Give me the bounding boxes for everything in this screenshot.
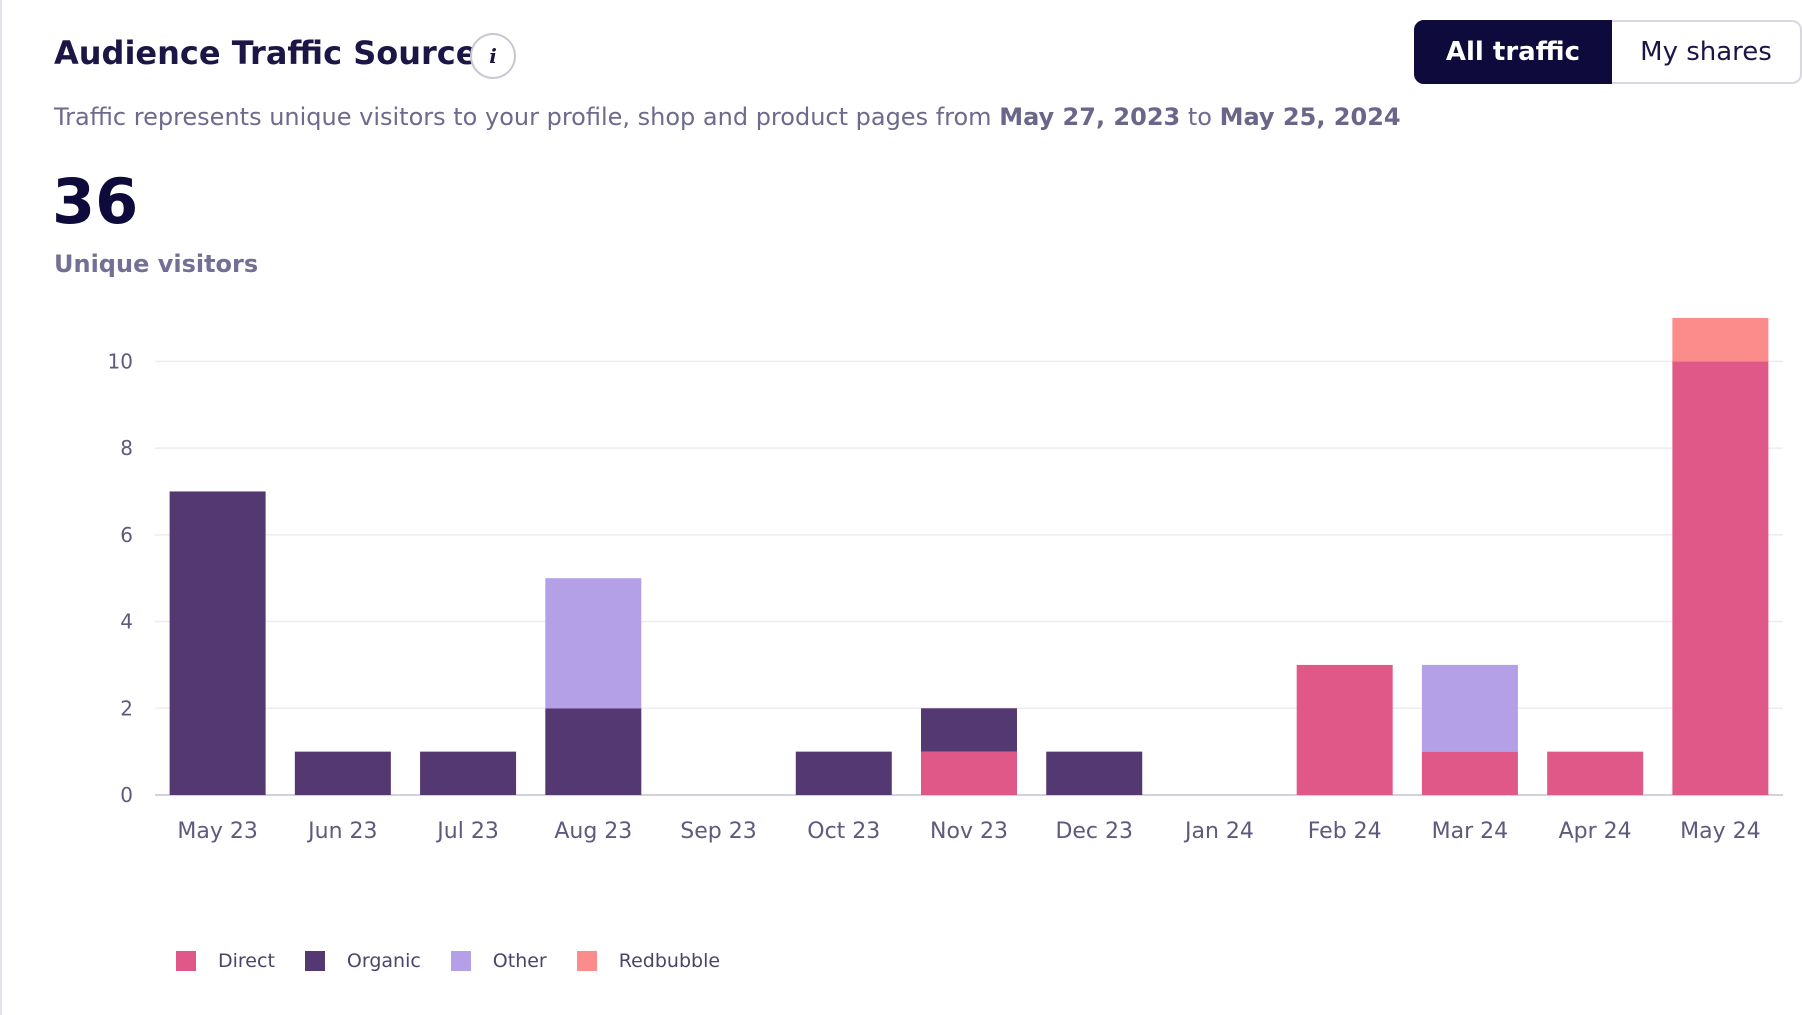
x-tick-label: Jan 24 [1183, 819, 1254, 844]
bar-organic-oct-23[interactable] [795, 751, 892, 795]
y-tick-label: 2 [120, 696, 133, 720]
legend-label-organic: Organic [346, 950, 421, 972]
x-tick-label: Mar 24 [1432, 819, 1509, 844]
bars [169, 318, 1769, 795]
y-tick-label: 6 [120, 523, 133, 547]
bar-direct-may-24[interactable] [1672, 361, 1769, 795]
bar-organic-jul-23[interactable] [420, 751, 517, 795]
y-tick-label: 8 [120, 436, 133, 460]
traffic-toggle: All traffic My shares [1414, 20, 1802, 84]
legend-item-organic[interactable]: Organic [304, 950, 421, 972]
legend-label-redbubble: Redbubble [618, 950, 721, 972]
bar-direct-nov-23[interactable] [921, 751, 1017, 795]
bar-organic-aug-23[interactable] [545, 708, 642, 795]
bar-other-mar-24[interactable] [1421, 664, 1518, 752]
legend-label-direct: Direct [218, 950, 275, 972]
x-tick-label: Aug 23 [554, 819, 632, 844]
bar-organic-may-23[interactable] [169, 491, 266, 795]
legend-label-other: Other [492, 950, 547, 972]
page-title: Audience Traffic Sources [54, 34, 497, 72]
my-shares-button[interactable]: My shares [1612, 20, 1802, 84]
bar-organic-dec-23[interactable] [1046, 751, 1143, 795]
y-tick-label: 10 [108, 349, 133, 373]
y-axis-ticks: 0 2 4 6 8 10 [108, 349, 133, 807]
x-tick-label: Oct 23 [807, 819, 880, 844]
legend-item-other[interactable]: Other [450, 950, 547, 972]
panel-border [0, 0, 2, 1015]
bar-redbubble-may-24[interactable] [1672, 318, 1769, 362]
bar-organic-nov-23[interactable] [921, 708, 1017, 752]
legend-swatch-organic [304, 951, 325, 971]
start-date: May 27, 2023 [999, 103, 1181, 131]
x-tick-label: May 23 [177, 819, 257, 844]
unique-visitors-label: Unique visitors [54, 250, 259, 278]
y-tick-label: 0 [120, 783, 133, 807]
legend-item-redbubble[interactable]: Redbubble [576, 950, 721, 972]
legend-item-direct[interactable]: Direct [176, 950, 275, 972]
x-axis-ticks: May 23 Jun 23 Jul 23 Aug 23 Sep 23 Oct 23 Nov … [177, 819, 1760, 844]
x-tick-label: Jun 23 [306, 819, 377, 844]
legend-swatch-redbubble [576, 951, 597, 971]
unique-visitors-count: 36 [52, 165, 139, 238]
bar-direct-apr-24[interactable] [1547, 751, 1644, 795]
description-text: Traffic represents unique visitors to yo… [54, 103, 992, 131]
x-tick-label: May 24 [1680, 819, 1760, 844]
end-date: May 25, 2024 [1219, 103, 1401, 131]
bar-direct-feb-24[interactable] [1296, 664, 1393, 795]
x-tick-label: Sep 23 [680, 819, 756, 844]
legend-swatch-direct [176, 951, 196, 971]
all-traffic-button[interactable]: All traffic [1414, 20, 1612, 84]
info-icon[interactable]: i [470, 33, 516, 79]
bar-other-aug-23[interactable] [545, 578, 642, 709]
legend-swatch-other [450, 951, 471, 971]
x-tick-label: Apr 24 [1559, 819, 1632, 844]
x-tick-label: Jul 23 [435, 819, 499, 844]
bar-direct-mar-24[interactable] [1421, 751, 1518, 795]
x-tick-label: Nov 23 [930, 819, 1008, 844]
bar-organic-jun-23[interactable] [294, 751, 391, 795]
date-connector: to [1187, 103, 1212, 131]
x-tick-label: Dec 23 [1055, 819, 1133, 844]
chart-legend: Direct Organic Other Redbubble [176, 950, 750, 972]
x-tick-label: Feb 24 [1308, 819, 1382, 844]
date-range-description: Traffic represents unique visitors to yo… [54, 103, 1401, 131]
y-tick-label: 4 [120, 610, 133, 634]
